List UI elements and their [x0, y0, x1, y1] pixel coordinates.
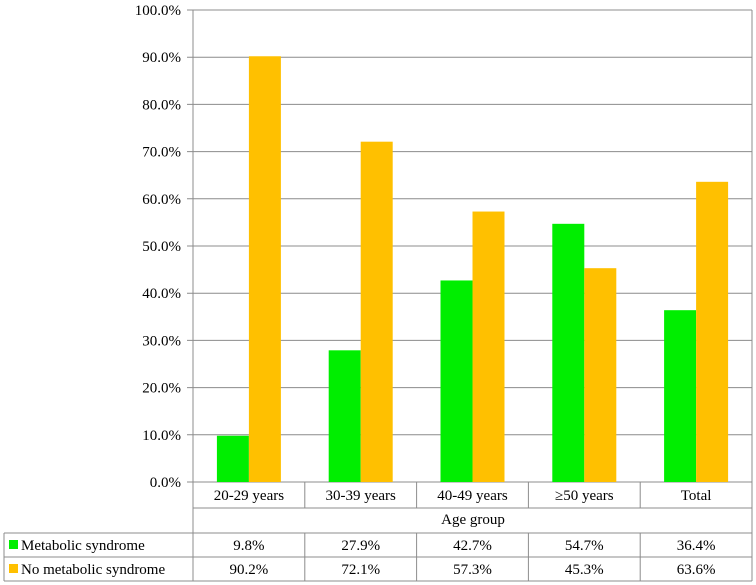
bar-no-metabolic-syndrome	[696, 181, 729, 483]
bar-metabolic-syndrome	[552, 223, 585, 483]
legend-label: No metabolic syndrome	[21, 562, 165, 578]
data-label: 72.1%	[341, 562, 380, 578]
data-label: 42.7%	[453, 538, 492, 554]
legend-key-no-metabolic-syndrome	[9, 564, 18, 573]
bar-metabolic-syndrome	[216, 435, 249, 482]
data-label: 57.3%	[453, 562, 492, 578]
x-tick-label: Total	[681, 488, 712, 504]
data-label: 9.8%	[233, 538, 264, 554]
y-tick-label: 70.0%	[142, 145, 181, 161]
bar-metabolic-syndrome	[328, 350, 361, 482]
legend-label: Metabolic syndrome	[21, 538, 145, 554]
data-table: 20-29 years 30-39 years 40-49 years ≥50 yea…	[3, 10, 753, 582]
y-tick-label: 100.0%	[135, 3, 181, 19]
y-tick-label: 0.0%	[150, 475, 181, 491]
data-label: 45.3%	[565, 562, 604, 578]
bar-no-metabolic-syndrome	[248, 56, 281, 482]
bar-no-metabolic-syndrome	[472, 211, 505, 482]
data-label: 90.2%	[230, 562, 269, 578]
bar-metabolic-syndrome	[440, 280, 473, 482]
data-label: 63.6%	[677, 562, 716, 578]
x-tick-label: ≥50 years	[555, 488, 614, 504]
y-tick-label: 40.0%	[142, 286, 181, 302]
data-label: 27.9%	[341, 538, 380, 554]
legend-key-metabolic-syndrome	[9, 540, 18, 549]
x-tick-label: 40-49 years	[437, 488, 508, 504]
y-tick-label: 10.0%	[142, 428, 181, 444]
bar-no-metabolic-syndrome	[584, 268, 617, 482]
y-tick-label: 80.0%	[142, 97, 181, 113]
data-label: 54.7%	[565, 538, 604, 554]
x-tick-label: 20-29 years	[214, 488, 285, 504]
y-axis-tick-labels: 0.0% 10.0% 20.0% 30.0% 40.0% 50.0% 60.0% 70.0% 8…	[135, 3, 181, 491]
x-axis-title: Age group	[441, 512, 505, 528]
y-tick-label: 90.0%	[142, 50, 181, 66]
y-tick-label: 30.0%	[142, 333, 181, 349]
x-tick-label: 30-39 years	[325, 488, 396, 504]
bar-no-metabolic-syndrome	[360, 141, 393, 483]
bar-metabolic-syndrome	[664, 310, 697, 482]
bars	[216, 56, 729, 483]
y-tick-label: 60.0%	[142, 192, 181, 208]
y-tick-label: 50.0%	[142, 239, 181, 255]
y-tick-label: 20.0%	[142, 381, 181, 397]
data-label: 36.4%	[677, 538, 716, 554]
